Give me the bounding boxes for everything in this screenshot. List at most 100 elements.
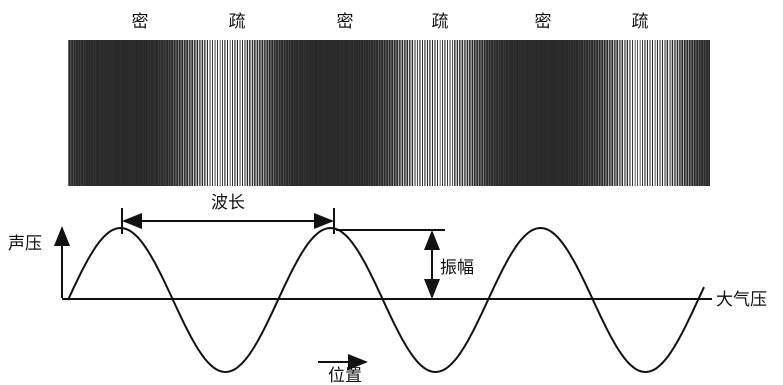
- density-band: [68, 40, 710, 186]
- band-stripe: [488, 40, 489, 186]
- band-stripe: [608, 40, 609, 186]
- band-stripe: [168, 40, 169, 186]
- band-stripe: [643, 40, 644, 186]
- band-stripe: [421, 40, 423, 186]
- band-stripe: [648, 40, 650, 186]
- band-stripe: [611, 40, 612, 186]
- band-stripe: [656, 40, 657, 186]
- band-stripe: [411, 40, 412, 186]
- band-stripe: [586, 40, 587, 186]
- band-stripe: [288, 40, 289, 186]
- band-stripe: [686, 40, 687, 186]
- band-stripe: [448, 40, 450, 186]
- band-stripe: [588, 40, 589, 186]
- band-stripe: [261, 40, 262, 186]
- band-stripe: [416, 40, 418, 186]
- band-stripe: [398, 40, 399, 186]
- band-stripe: [401, 40, 402, 186]
- band-stripe: [463, 40, 464, 186]
- density-labels: 密疏密疏密疏: [132, 12, 649, 32]
- band-stripe: [446, 40, 448, 186]
- band-stripe: [378, 40, 379, 186]
- band-stripe: [246, 40, 247, 186]
- band-stripe: [678, 40, 679, 186]
- band-stripe: [698, 40, 699, 186]
- band-stripe: [666, 40, 667, 186]
- band-stripe: [263, 40, 264, 186]
- band-stripe: [188, 40, 189, 186]
- band-stripe: [163, 40, 164, 186]
- band-stripe: [203, 40, 204, 186]
- band-stripe: [481, 40, 482, 186]
- band-stripe: [161, 40, 162, 186]
- band-stripe: [606, 40, 607, 186]
- band-stripe: [73, 40, 74, 186]
- density-label: 疏: [632, 12, 649, 32]
- amplitude-label: 振幅: [440, 258, 474, 278]
- band-stripe: [631, 40, 633, 186]
- band-stripe: [406, 40, 407, 186]
- band-stripe: [593, 40, 594, 186]
- band-stripe: [176, 40, 177, 186]
- band-stripe: [651, 40, 652, 186]
- band-stripe: [453, 40, 454, 186]
- band-stripe: [696, 40, 697, 186]
- band-stripe: [603, 40, 604, 186]
- band-stripe: [573, 40, 574, 186]
- band-stripe: [206, 40, 207, 186]
- band-stripe: [653, 40, 655, 186]
- band-stripe: [658, 40, 660, 186]
- band-stripe: [596, 40, 597, 186]
- band-stripe: [408, 40, 409, 186]
- band-stripe: [418, 40, 419, 186]
- band-stripe: [86, 40, 87, 186]
- band-stripe: [243, 40, 244, 186]
- band-stripe: [396, 40, 397, 186]
- band-stripe: [436, 40, 438, 186]
- band-stripe: [478, 40, 479, 186]
- band-stripe: [388, 40, 389, 186]
- band-stripe: [281, 40, 282, 186]
- density-label: 疏: [229, 12, 246, 32]
- band-stripe: [468, 40, 469, 186]
- band-stripe: [498, 40, 499, 186]
- band-stripe: [193, 40, 194, 186]
- band-stripe: [571, 40, 572, 186]
- band-stripe: [271, 40, 272, 186]
- density-label: 疏: [432, 12, 449, 32]
- band-stripe: [701, 40, 702, 186]
- band-stripe: [178, 40, 179, 186]
- band-stripe: [703, 40, 704, 186]
- band-stripe: [613, 40, 614, 186]
- band-stripe: [576, 40, 577, 186]
- band-stripe: [71, 40, 72, 186]
- band-stripe: [393, 40, 394, 186]
- band-stripe: [276, 40, 277, 186]
- band-stripe: [81, 40, 82, 186]
- band-stripe: [438, 40, 440, 186]
- band-stripe: [413, 40, 415, 186]
- band-stripe: [443, 40, 444, 186]
- band-stripe: [266, 40, 267, 186]
- band-stripe: [241, 40, 242, 186]
- band-stripe: [78, 40, 79, 186]
- band-stripe: [638, 40, 640, 186]
- band-stripe: [466, 40, 467, 186]
- band-stripe: [383, 40, 384, 186]
- band-stripe: [683, 40, 684, 186]
- band-stripe: [473, 40, 474, 186]
- band-stripe: [68, 40, 69, 186]
- band-stripe: [641, 40, 643, 186]
- band-stripe: [618, 40, 619, 186]
- band-stripe: [601, 40, 602, 186]
- band-stripe: [661, 40, 662, 186]
- band-stripe: [251, 40, 252, 186]
- band-stripe: [278, 40, 279, 186]
- band-stripe: [181, 40, 182, 186]
- band-stripe: [216, 40, 218, 186]
- band-stripe: [208, 40, 210, 186]
- band-stripe: [623, 40, 624, 186]
- density-label: 密: [337, 12, 354, 32]
- band-stripe: [506, 40, 507, 186]
- band-stripe: [461, 40, 462, 186]
